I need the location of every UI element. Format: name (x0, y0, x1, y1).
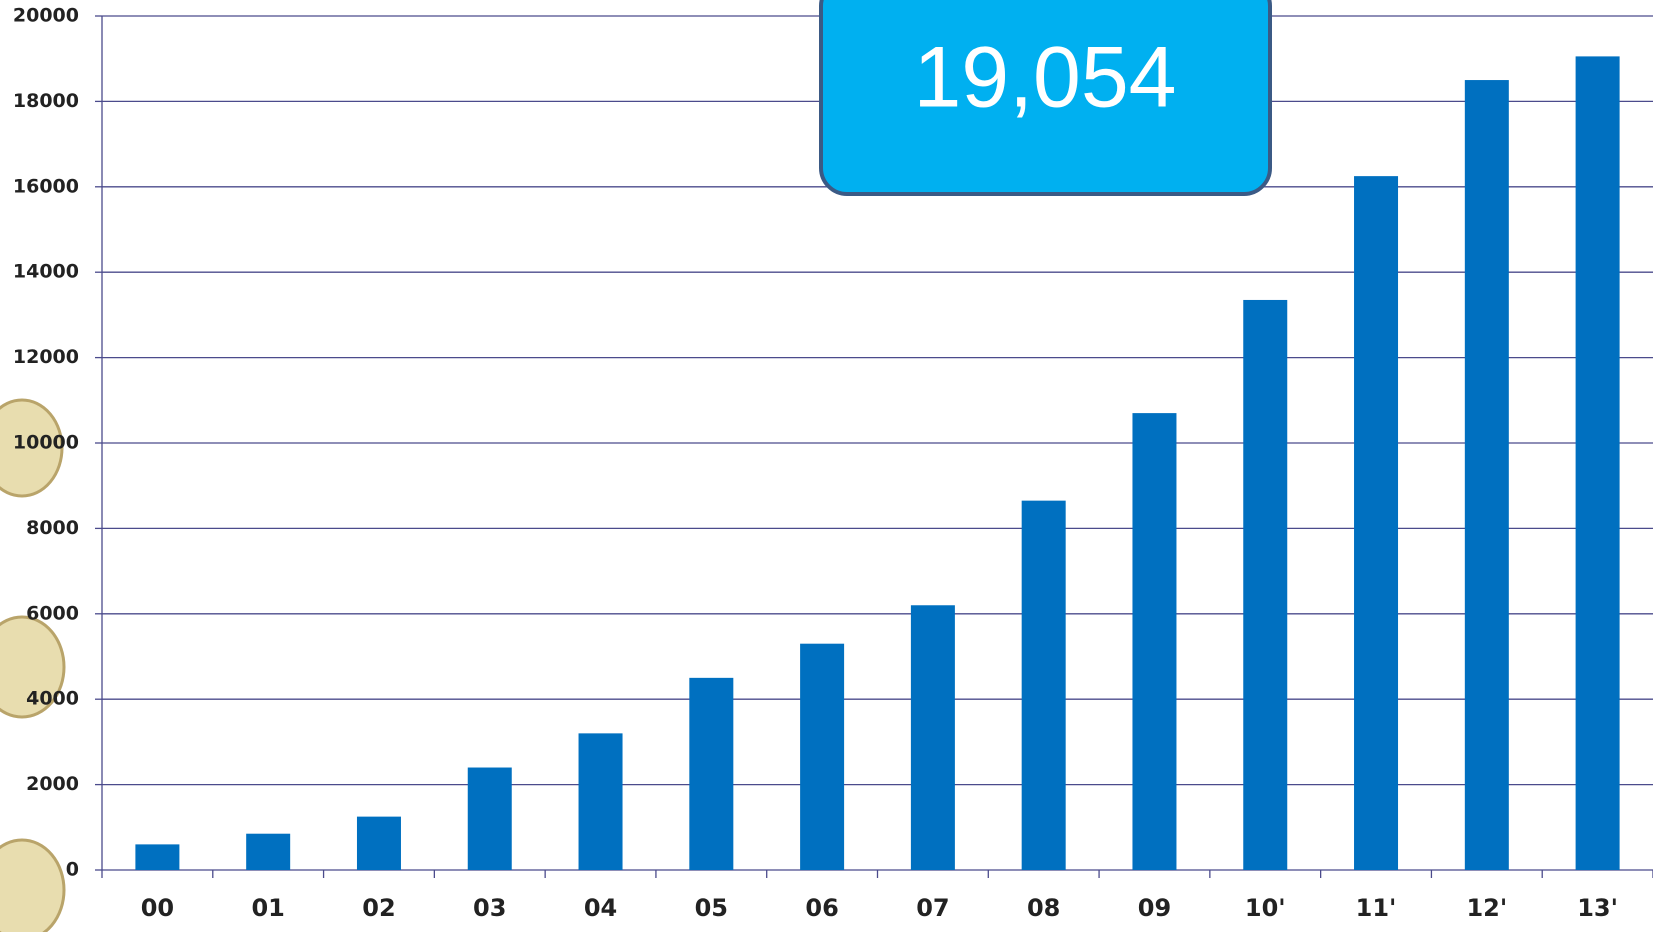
x-tick-label: 11' (1356, 894, 1397, 922)
bar (246, 833, 291, 870)
bar (1575, 56, 1620, 870)
bar (1132, 413, 1177, 870)
callout-text: 19,054 (913, 30, 1176, 126)
x-tick-label: 10' (1245, 894, 1286, 922)
y-tick-label: 4000 (26, 688, 79, 710)
x-tick-label: 03 (473, 894, 506, 922)
y-tick-label: 0 (66, 859, 79, 881)
bar (689, 677, 734, 870)
bar (910, 605, 955, 870)
bar (1354, 176, 1399, 870)
bar (1021, 500, 1066, 870)
y-tick-label: 8000 (26, 517, 79, 539)
x-tick-label: 00 (141, 894, 174, 922)
callout-box (819, 0, 1272, 196)
y-tick-label: 2000 (26, 773, 79, 795)
y-tick-label: 20000 (13, 5, 79, 27)
bar (356, 816, 401, 870)
y-tick-label: 14000 (13, 261, 79, 283)
bar (1243, 299, 1288, 871)
bar (467, 767, 512, 870)
x-tick-label: 01 (251, 894, 284, 922)
x-tick-label: 02 (362, 894, 395, 922)
y-tick-label: 6000 (26, 602, 79, 624)
x-tick-label: 09 (1138, 894, 1171, 922)
bar (135, 844, 180, 870)
x-tick-label: 12' (1466, 894, 1507, 922)
x-tick-label: 06 (805, 894, 838, 922)
y-tick-label: 12000 (13, 346, 79, 368)
x-tick-label: 05 (695, 894, 728, 922)
callout: 19,054 (819, 0, 1272, 196)
coin-decoration (0, 398, 66, 932)
bar (1464, 80, 1509, 871)
bar (800, 643, 845, 870)
x-tick-label: 04 (584, 894, 617, 922)
y-tick-label: 18000 (13, 90, 79, 112)
x-tick-label: 08 (1027, 894, 1060, 922)
x-tick-label: 13' (1577, 894, 1618, 922)
bar (578, 733, 623, 870)
y-tick-label: 16000 (13, 175, 79, 197)
x-tick-label: 07 (916, 894, 949, 922)
y-tick-label: 10000 (13, 432, 79, 454)
